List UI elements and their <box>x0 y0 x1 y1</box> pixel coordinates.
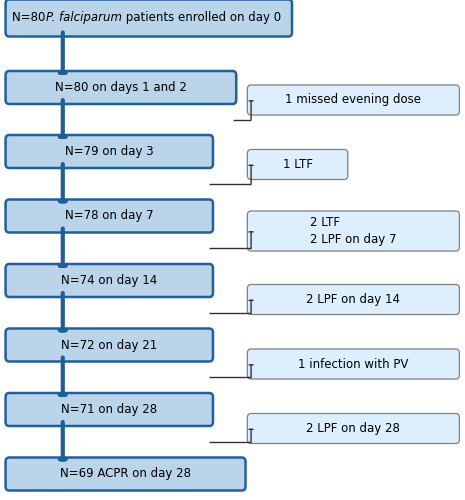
Text: N=80 on days 1 and 2: N=80 on days 1 and 2 <box>55 81 187 94</box>
FancyBboxPatch shape <box>6 0 292 36</box>
Text: N=80: N=80 <box>12 12 49 24</box>
Text: 2 LPF on day 14: 2 LPF on day 14 <box>306 293 400 306</box>
Text: 1 infection with PV: 1 infection with PV <box>298 358 409 370</box>
FancyBboxPatch shape <box>6 458 246 490</box>
FancyBboxPatch shape <box>6 71 236 104</box>
FancyBboxPatch shape <box>247 414 459 444</box>
Text: N=71 on day 28: N=71 on day 28 <box>61 403 157 416</box>
Text: 1 LTF: 1 LTF <box>283 158 312 171</box>
Text: 2 LTF
2 LPF on day 7: 2 LTF 2 LPF on day 7 <box>310 216 397 246</box>
Text: N=79 on day 3: N=79 on day 3 <box>65 145 153 158</box>
FancyBboxPatch shape <box>247 349 459 379</box>
FancyBboxPatch shape <box>6 200 213 232</box>
FancyBboxPatch shape <box>247 85 459 115</box>
Text: P. falciparum: P. falciparum <box>46 12 122 24</box>
Text: N=74 on day 14: N=74 on day 14 <box>61 274 157 287</box>
Text: 1 missed evening dose: 1 missed evening dose <box>286 94 421 106</box>
FancyBboxPatch shape <box>247 211 459 251</box>
FancyBboxPatch shape <box>6 328 213 362</box>
Text: 2 LPF on day 28: 2 LPF on day 28 <box>306 422 400 435</box>
Text: N=78 on day 7: N=78 on day 7 <box>65 210 153 222</box>
FancyBboxPatch shape <box>247 284 459 314</box>
Text: N=72 on day 21: N=72 on day 21 <box>61 338 157 351</box>
FancyBboxPatch shape <box>6 264 213 297</box>
FancyBboxPatch shape <box>6 135 213 168</box>
FancyBboxPatch shape <box>6 393 213 426</box>
Text: N=69 ACPR on day 28: N=69 ACPR on day 28 <box>60 468 191 480</box>
FancyBboxPatch shape <box>247 150 348 180</box>
Text: patients enrolled on day 0: patients enrolled on day 0 <box>122 12 281 24</box>
